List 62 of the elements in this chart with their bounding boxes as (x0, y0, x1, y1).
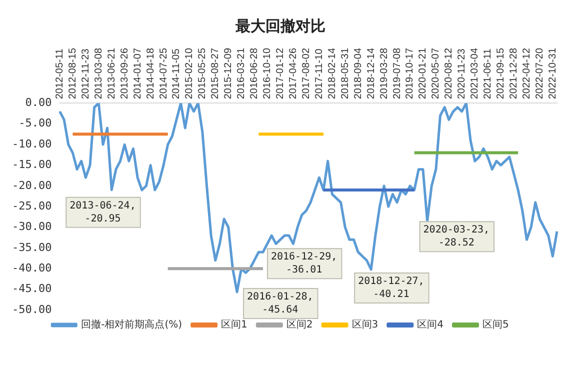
x-tick-label: 2017-04-26 (288, 48, 299, 100)
x-tick-label: 2018-05-31 (340, 48, 351, 100)
x-tick-label: 2022-10-31 (547, 48, 558, 100)
x-tick-label: 2019-07-08 (392, 48, 403, 100)
legend-label: 区间5 (482, 318, 509, 331)
annotation: 2020-03-23, -28.52 (423, 224, 490, 249)
y-tick-label: -15.00 (12, 158, 52, 172)
x-tick-label: 2013-09-26 (119, 48, 130, 100)
legend-label: 区间2 (286, 318, 313, 331)
x-tick-label: 2019-10-17 (404, 48, 416, 100)
x-tick-label: 2019-03-28 (378, 48, 390, 100)
annotation: 2016-01-28, -45.64 (247, 292, 314, 316)
legend-label: 区间1 (221, 318, 248, 331)
x-tick-label: 2022-07-20 (534, 48, 546, 100)
annotation: 2018-12-27, -40.21 (358, 276, 424, 300)
x-tick-label: 2020-01-21 (418, 48, 429, 100)
x-tick-label: 2021-03-04 (470, 48, 481, 100)
x-tick-label: 2021-09-15 (496, 48, 507, 100)
legend-label: 区间3 (352, 318, 378, 331)
x-tick-label: 2018-02-14 (326, 48, 338, 100)
x-tick-label: 2017-01-12 (275, 48, 286, 100)
annotation: 2013-06-24, -20.95 (70, 200, 136, 224)
y-tick-label: -30.00 (12, 220, 52, 234)
x-tick-label: 2020-05-07 (430, 48, 442, 100)
annotation: 2016-12-29, -36.01 (270, 252, 338, 276)
x-tick-label: 2016-10-10 (262, 48, 274, 100)
x-tick-label: 2018-09-04 (352, 48, 364, 100)
x-tick-label: 2013-03-08 (93, 48, 104, 100)
y-tick-label: -10.00 (12, 137, 52, 150)
y-tick-label: -50.00 (12, 302, 52, 316)
x-tick-label: 2020-08-12 (444, 48, 455, 100)
x-tick-label: 2018-12-14 (366, 48, 377, 100)
x-tick-label: 2012-08-15 (67, 48, 78, 100)
x-tick-label: 2020-11-23 (456, 48, 468, 100)
x-tick-label: 2012-11-23 (80, 48, 92, 100)
x-tick-label: 2015-02-10 (184, 48, 196, 100)
x-tick-label: 2014-11-05 (171, 48, 182, 100)
x-tick-label: 2015-12-09 (223, 48, 234, 100)
y-tick-label: -25.00 (12, 199, 52, 212)
y-tick-label: 0.00 (25, 96, 52, 110)
y-tick-label: -40.00 (12, 261, 52, 274)
x-tick-label: 2021-06-11 (482, 48, 494, 100)
x-tick-label: 2017-08-02 (300, 48, 312, 100)
x-tick-label: 2017-11-10 (314, 48, 325, 100)
x-tick-label: 2022-04-12 (521, 48, 532, 100)
x-tick-label: 2015-08-27 (210, 48, 222, 100)
y-tick-label: -35.00 (12, 240, 52, 254)
x-tick-label: 2013-06-21 (106, 48, 118, 100)
x-tick-label: 2015-05-25 (197, 48, 208, 100)
chart-title: 最大回撤对比 (234, 16, 326, 35)
x-tick-label: 2016-03-21 (236, 48, 248, 100)
legend-label: 回撤-相对前期高点(%) (81, 318, 182, 331)
y-tick-label: -5.00 (18, 116, 52, 130)
x-tick-label: 2012-05-11 (54, 48, 66, 100)
y-tick-label: -20.00 (12, 178, 52, 192)
legend-label: 区间4 (417, 318, 444, 331)
x-tick-label: 2014-07-25 (158, 48, 170, 100)
x-tick-label: 2014-04-18 (145, 48, 156, 100)
x-tick-label: 2014-01-07 (132, 48, 144, 100)
y-tick-label: -45.00 (12, 282, 52, 296)
x-tick-label: 2016-06-28 (249, 48, 260, 100)
x-tick-label: 2021-12-28 (508, 48, 520, 100)
